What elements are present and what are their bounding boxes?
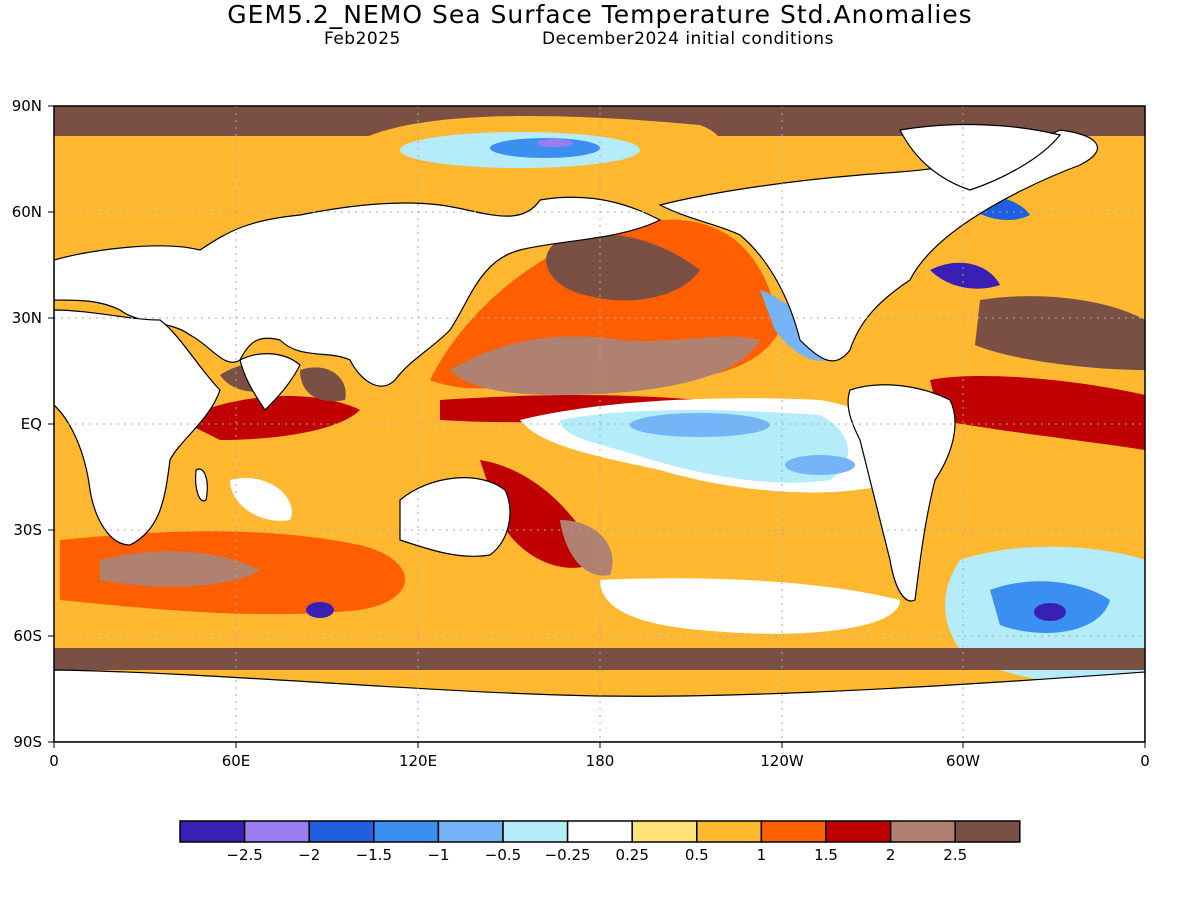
south-indian-neutral: [230, 478, 292, 521]
lat-label-90n: 90N: [12, 97, 42, 115]
colorbar: −2.5 −2 −1.5 −1 −0.5 −0.25 0.25 0.5 1 1.5 2 2.5: [179, 820, 1021, 864]
colorbar-label: −0.25: [545, 846, 591, 864]
colorbar-swatch: [825, 820, 892, 843]
colorbar-swatch: [373, 820, 440, 843]
colorbar-swatch: [566, 820, 633, 843]
australia: [399, 477, 511, 557]
lon-label-0: 0: [49, 752, 59, 770]
map-field: [54, 106, 1145, 742]
india: [239, 353, 301, 411]
north-atlantic-hot: [975, 296, 1145, 370]
map-title: GEM5.2_NEMO Sea Surface Temperature Std.…: [227, 0, 973, 29]
colorbar-swatch: [243, 820, 310, 843]
axis-ticks: [48, 105, 1146, 748]
colorbar-label: 2: [886, 846, 896, 864]
init-conditions: December2024 initial conditions: [542, 29, 834, 49]
subtropical-pacific-band: [450, 336, 760, 395]
gulf-stream-cold-spot: [930, 262, 1000, 289]
colorbar-label: −0.5: [485, 846, 521, 864]
cold-tongue-cool: [560, 410, 849, 483]
north-america: [658, 129, 1099, 362]
colorbar-label: −2: [298, 846, 320, 864]
eurasia: [54, 196, 662, 387]
valid-month: Feb2025: [324, 29, 401, 49]
lon-label-60e: 60E: [222, 752, 251, 770]
colorbar-swatch: [437, 820, 504, 843]
colorbar-label: 1: [757, 846, 767, 864]
bay-of-bengal-hot: [300, 367, 346, 402]
colorbar-label: −2.5: [226, 846, 262, 864]
colorbar-swatch: [760, 820, 827, 843]
colorbar-label: −1: [427, 846, 449, 864]
arctic-coldest-spot: [537, 139, 573, 147]
africa: [54, 309, 221, 546]
antarctica: [54, 669, 1145, 742]
colorbar-swatch: [502, 820, 569, 843]
lat-label-90s: 90S: [13, 733, 42, 751]
colorbar-label: 1.5: [814, 846, 838, 864]
nino-cool-core: [630, 413, 770, 437]
lat-label-30n: 30N: [12, 309, 42, 327]
lon-label-180: 180: [586, 752, 615, 770]
colorbar-swatch: [308, 820, 375, 843]
colorbar-label: −1.5: [356, 846, 392, 864]
indian-ocean-warm: [180, 396, 360, 440]
north-pacific-hot-core: [546, 234, 700, 301]
tropical-atlantic-warm: [930, 375, 1145, 450]
land: [54, 123, 1145, 742]
colorbar-label: 0.25: [615, 846, 648, 864]
sw-pacific-hot: [560, 520, 613, 576]
lon-label-120e: 120E: [399, 752, 437, 770]
lat-label-60s: 60S: [13, 627, 42, 645]
greenland: [899, 123, 1062, 191]
southern-indian-cold-spot: [306, 602, 334, 618]
colorbar-label: 2.5: [943, 846, 967, 864]
lat-label-60n: 60N: [12, 203, 42, 221]
colorbar-swatch: [179, 820, 246, 843]
graticule: [54, 106, 1145, 742]
east-pacific-cool-core: [785, 455, 855, 475]
lon-label-120w: 120W: [760, 752, 804, 770]
colorbar-label: 0.5: [685, 846, 709, 864]
colorbar-swatch: [889, 820, 956, 843]
lat-label-eq: EQ: [21, 415, 42, 433]
south-indian-hot-band: [100, 551, 260, 587]
lon-label-0-east: 0: [1140, 752, 1150, 770]
colorbar-swatch: [696, 820, 763, 843]
south-atlantic-cold-core: [1034, 603, 1066, 621]
south-america: [847, 384, 956, 602]
lon-label-60w: 60W: [946, 752, 980, 770]
south-pacific-neutral: [600, 578, 900, 634]
lat-label-30s: 30S: [13, 521, 42, 539]
madagascar: [195, 468, 208, 502]
colorbar-swatch: [631, 820, 698, 843]
colorbar-swatch: [954, 820, 1021, 843]
